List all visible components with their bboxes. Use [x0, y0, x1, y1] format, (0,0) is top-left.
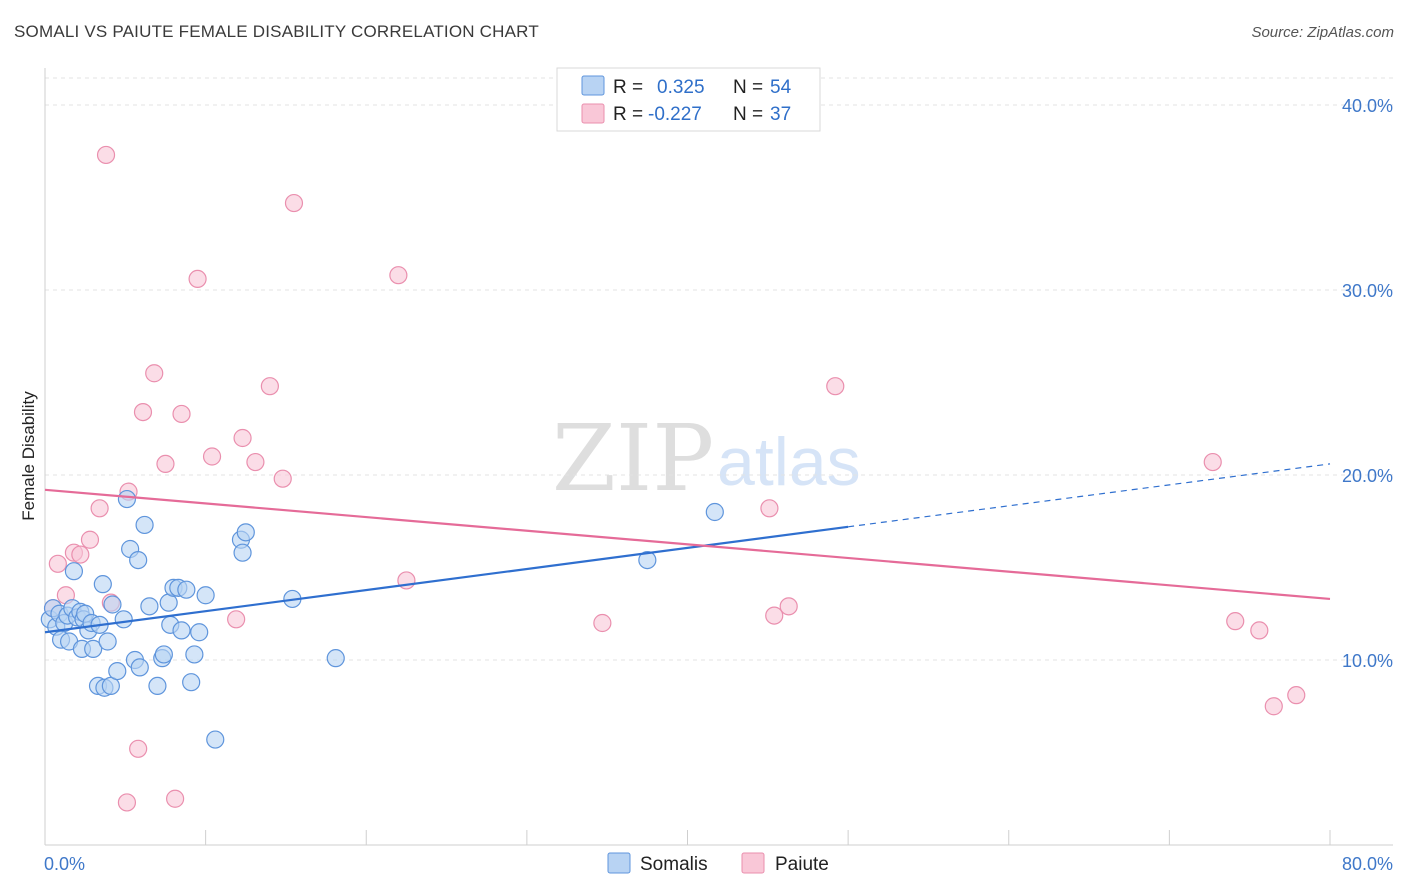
legend-swatch-somalis — [607, 852, 631, 874]
somali-point — [108, 661, 127, 681]
paiute-n-label: N = — [733, 104, 763, 125]
paiute-point — [71, 545, 90, 564]
paiute-points — [43, 145, 1306, 812]
paiute-point — [593, 613, 612, 633]
paiute-r-value: -0.227 — [648, 104, 702, 125]
paiute-point — [826, 377, 845, 396]
somali-point — [206, 730, 225, 749]
watermark-zip: ZIP — [552, 405, 714, 512]
somali-n-label: N = — [733, 77, 763, 98]
paiute-point — [765, 606, 784, 625]
stats-legend: R = 0.325 N = 54 R = -0.227 N = 37 — [556, 67, 821, 132]
somali-point — [114, 610, 133, 629]
paiute-legend-swatch — [581, 103, 605, 124]
paiute-r-label: R = — [613, 104, 643, 125]
somali-point — [103, 595, 122, 614]
somali-point — [154, 645, 173, 664]
somali-trend-line — [44, 525, 849, 634]
paiute-point — [227, 610, 246, 629]
paiute-point — [117, 793, 137, 812]
somali-point — [196, 586, 215, 605]
y-tick-label: 40.0% — [1342, 96, 1393, 116]
series-legend: Somalis Paiute — [607, 852, 829, 875]
paiute-point — [779, 597, 798, 616]
paiute-point — [1226, 612, 1245, 631]
somali-point — [129, 550, 148, 570]
paiute-point — [90, 499, 109, 518]
paiute-point — [48, 554, 67, 573]
paiute-point — [156, 454, 175, 473]
y-tick-label: 30.0% — [1342, 281, 1393, 301]
somali-r-label: R = — [613, 77, 643, 98]
gridlines — [45, 77, 1393, 661]
somali-r-value: 0.325 — [657, 77, 705, 98]
paiute-point — [233, 428, 252, 448]
somali-point — [64, 562, 84, 581]
paiute-point — [172, 404, 191, 424]
somali-point — [236, 523, 255, 542]
paiute-point — [389, 266, 408, 285]
somali-point — [93, 575, 112, 594]
paiute-point — [1203, 452, 1222, 472]
chart-title: SOMALI VS PAIUTE FEMALE DISABILITY CORRE… — [14, 22, 539, 41]
paiute-point — [80, 530, 100, 549]
paiute-point — [133, 403, 153, 422]
paiute-point — [96, 145, 116, 165]
source-label: Source: ZipAtlas.com — [1251, 24, 1394, 41]
axes — [44, 68, 1393, 846]
somali-point — [326, 649, 345, 668]
somali-point — [140, 597, 159, 616]
somali-point — [135, 515, 154, 535]
x-tick-label-min: 0.0% — [44, 854, 85, 874]
paiute-n-value: 37 — [770, 104, 791, 125]
legend-label-somalis: Somalis — [640, 854, 708, 875]
x-tick-label-max: 80.0% — [1342, 854, 1393, 874]
paiute-point — [260, 377, 279, 396]
paiute-point — [273, 469, 292, 488]
trend-lines — [44, 463, 1331, 634]
y-axis-label: Female Disability — [19, 391, 38, 521]
somali-point — [705, 502, 724, 522]
somali-point — [117, 489, 137, 509]
somali-point — [98, 632, 117, 651]
paiute-point — [202, 447, 222, 466]
somali-point — [130, 658, 149, 677]
x-tick-marks — [44, 830, 1331, 845]
paiute-point — [246, 452, 265, 472]
paiute-trend-line — [44, 488, 1331, 601]
paiute-point — [1264, 697, 1283, 716]
y-tick-label: 20.0% — [1342, 466, 1393, 486]
somali-point — [172, 621, 191, 640]
legend-swatch-paiute — [741, 852, 765, 874]
y-tick-label: 10.0% — [1342, 651, 1393, 671]
paiute-point — [1250, 621, 1269, 640]
paiute-point — [188, 269, 207, 288]
somali-point — [84, 639, 103, 659]
paiute-point — [129, 739, 148, 758]
y-tick-labels: 10.0% 20.0% 30.0% 40.0% — [1342, 96, 1393, 671]
watermark-atlas: atlas — [717, 424, 861, 500]
legend-label-paiute: Paiute — [775, 854, 829, 875]
somali-legend-swatch — [581, 75, 605, 96]
somali-point — [638, 550, 657, 570]
somali-trend-extension — [848, 463, 1331, 528]
paiute-point — [145, 364, 164, 383]
paiute-point — [166, 789, 185, 808]
paiute-point — [1287, 686, 1306, 705]
somali-point — [185, 645, 204, 664]
somali-point — [233, 543, 252, 562]
paiute-point — [760, 499, 779, 518]
somali-point — [148, 676, 167, 696]
somali-point — [190, 623, 209, 642]
somali-point — [177, 580, 196, 599]
paiute-point — [284, 193, 304, 213]
somali-n-value: 54 — [770, 77, 792, 98]
somali-point — [182, 673, 201, 692]
